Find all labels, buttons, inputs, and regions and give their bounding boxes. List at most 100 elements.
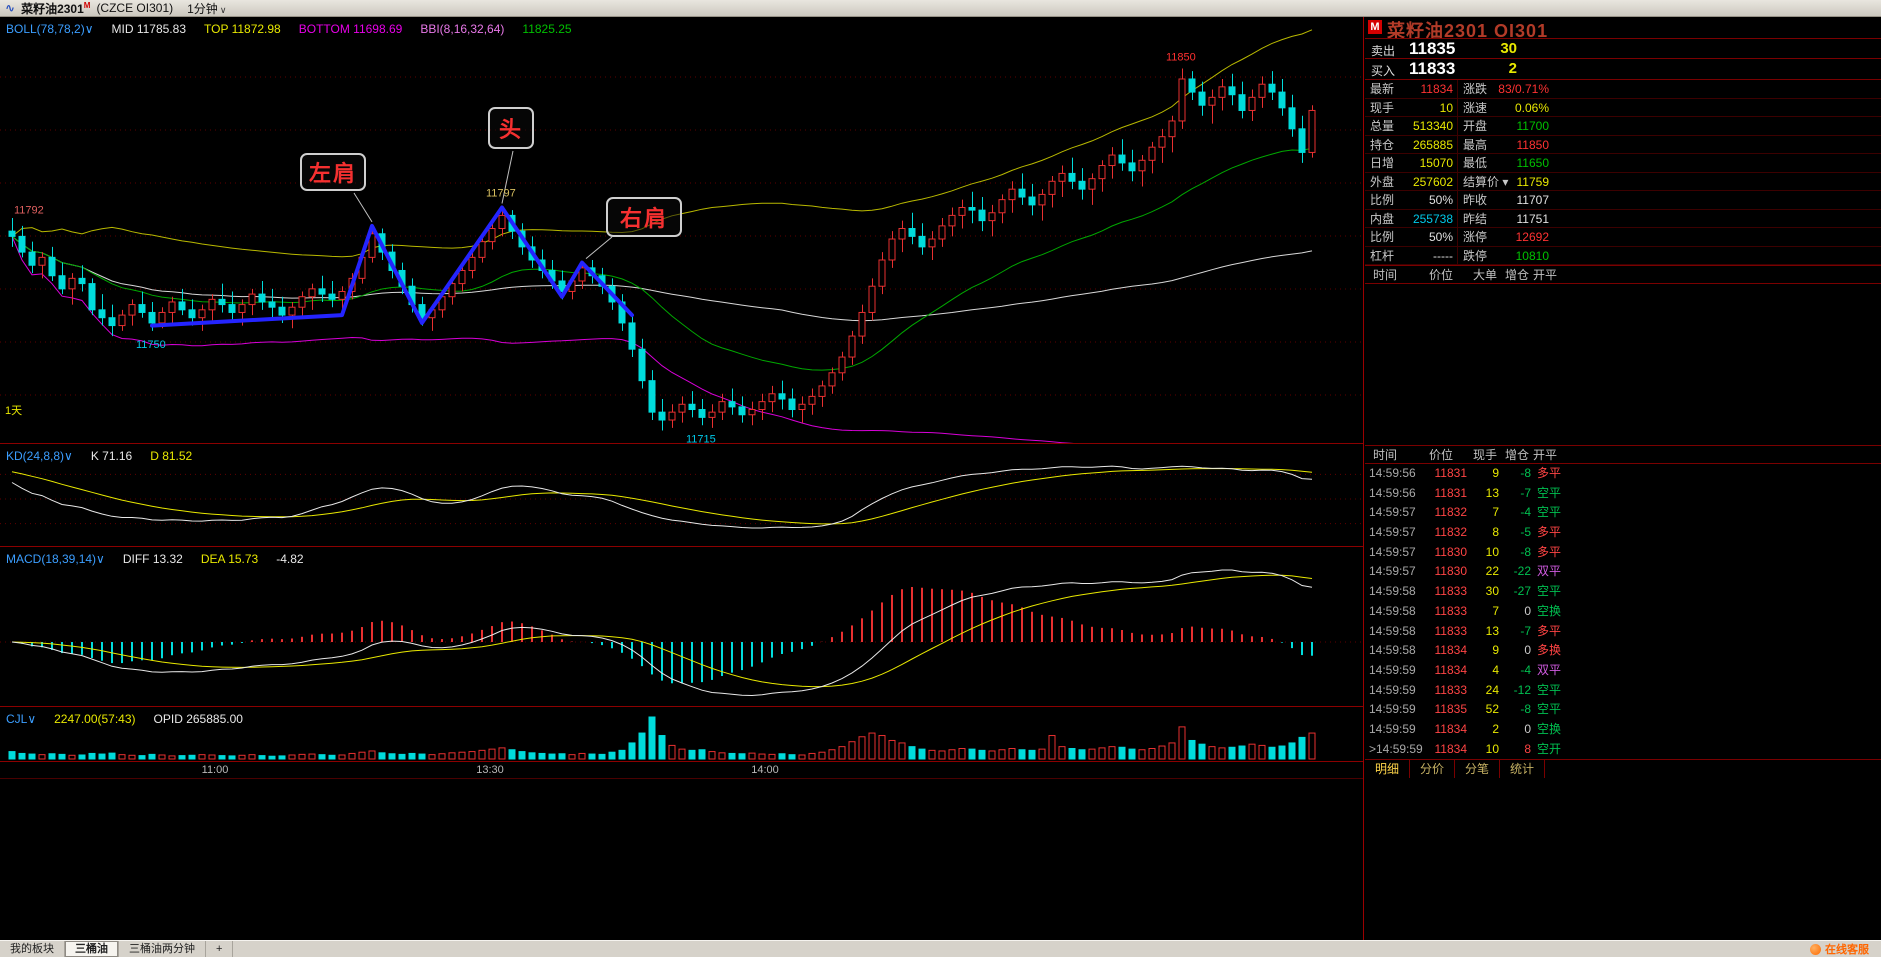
kd-panel[interactable]: KD(24,8,8)∨ K 71.16 D 81.52 [0, 444, 1363, 547]
sidebar-tab-明细[interactable]: 明细 [1365, 760, 1411, 778]
chart-type-icon: ∿ [5, 1, 16, 15]
main-indicator-4: BBI(8,16,32,64) [420, 22, 505, 36]
main-indicator-0[interactable]: BOLL(78,78,2)∨ [6, 22, 94, 36]
quote-stat-row: 比例 50% 昨收 11707 [1365, 191, 1881, 210]
svg-text:11850: 11850 [1166, 51, 1196, 63]
tick-col-4: 开平 [1533, 448, 1558, 462]
board-menu[interactable]: 我的板块 [0, 941, 65, 957]
stat-label: 总量 [1370, 119, 1395, 133]
main-contract-badge: M [1368, 20, 1382, 34]
kd-chart-canvas[interactable] [0, 444, 1362, 547]
tick-price: 11833 [1434, 623, 1467, 638]
tick-volume: 13 [1485, 485, 1499, 500]
macd-panel[interactable]: MACD(18,39,14)∨ DIFF 13.32 DEA 15.73 -4.… [0, 547, 1363, 707]
bid-row[interactable]: 买入 11833 2 [1365, 59, 1881, 80]
tick-open-close-flag: 多平 [1537, 623, 1562, 638]
tick-row: 14:59:57 11832 8 -5 多平 [1365, 523, 1881, 543]
tick-open-close-flag: 空换 [1537, 603, 1562, 618]
annotation-head[interactable]: 头 [488, 107, 534, 149]
annotation-left-shoulder[interactable]: 左肩 [300, 153, 366, 191]
stat-value: 11650 [1516, 156, 1549, 170]
tick-oi-change: -4 [1520, 505, 1531, 520]
tick-row: 14:59:57 11830 22 -22 双平 [1365, 562, 1881, 582]
tick-price: 11832 [1434, 505, 1467, 520]
tick-volume: 10 [1485, 544, 1499, 559]
time-tick: 14:00 [751, 764, 779, 776]
tick-volume: 4 [1492, 662, 1499, 677]
macd-chart-canvas[interactable] [0, 547, 1362, 707]
bigorder-col-0: 时间 [1373, 268, 1398, 282]
tick-open-close-flag: 空平 [1537, 702, 1562, 717]
sidebar-tab-统计[interactable]: 统计 [1500, 760, 1546, 778]
kd-label[interactable]: KD(24,8,8)∨ [6, 449, 73, 463]
tick-oi-change: -8 [1520, 544, 1531, 559]
stat-label: 最高 [1463, 137, 1488, 152]
tick-price: 11835 [1434, 702, 1467, 717]
tick-oi-change: -8 [1520, 702, 1531, 717]
macd-diff-value: DIFF 13.32 [122, 552, 183, 566]
quote-stat-row: 最新 11834 涨跌 83/0.71% [1365, 80, 1881, 99]
sidebar-tab-分笔[interactable]: 分笔 [1455, 760, 1501, 778]
main-contract-flag: M [83, 0, 91, 10]
tick-volume: 52 [1485, 702, 1499, 717]
macd-label[interactable]: MACD(18,39,14)∨ [6, 552, 105, 566]
range-label: 1天 [5, 405, 23, 417]
tick-open-close-flag: 空平 [1537, 485, 1562, 500]
cjl-label[interactable]: CJL∨ [6, 712, 37, 726]
stat-label: 涨停 [1463, 230, 1488, 244]
bigorder-col-1: 价位 [1429, 268, 1454, 282]
volume-chart-canvas[interactable] [0, 707, 1362, 762]
tick-price: 11831 [1434, 466, 1467, 480]
settlement-dropdown[interactable]: 结算价 ▾ [1463, 174, 1509, 189]
period-selector[interactable]: 1分钟 ∨ [187, 1, 227, 16]
annotation-right-shoulder[interactable]: 右肩 [606, 197, 682, 237]
ask-price: 11835 [1409, 39, 1456, 58]
tick-oi-change: 0 [1524, 643, 1531, 658]
volume-panel[interactable]: CJL∨ 2247.00(57:43) OPID 265885.00 [0, 707, 1363, 762]
taskbar-tab[interactable]: 三桶油两分钟 [119, 941, 206, 957]
taskbar-tab[interactable]: 三桶油 [65, 941, 119, 957]
stat-label: 昨结 [1463, 211, 1488, 226]
cjl-opid-value: OPID 265885.00 [153, 712, 243, 726]
stat-value: 255738 [1412, 211, 1453, 226]
tick-oi-change: 0 [1524, 721, 1531, 736]
tick-time: 14:59:58 [1369, 643, 1416, 658]
tick-open-close-flag: 多平 [1537, 544, 1562, 559]
svg-text:11797: 11797 [486, 188, 516, 200]
tick-time: 14:59:59 [1369, 662, 1416, 677]
stat-value: 10810 [1515, 248, 1549, 263]
tick-header: 时间 价位 现手 增仓 开平 [1365, 445, 1881, 464]
tick-row: 14:59:58 11833 13 -7 多平 [1365, 622, 1881, 642]
taskbar-tab[interactable]: + [206, 941, 234, 957]
sidebar-tab-分价[interactable]: 分价 [1410, 760, 1456, 778]
stat-value: 11751 [1516, 211, 1549, 226]
stat-label: 外盘 [1370, 174, 1395, 189]
ask-row[interactable]: 卖出 11835 30 [1365, 38, 1881, 59]
tick-price: 11834 [1434, 643, 1467, 658]
stat-label: 最低 [1463, 156, 1488, 170]
macd-bar-value: -4.82 [276, 552, 304, 566]
tick-row: 14:59:59 11833 24 -12 空平 [1365, 681, 1881, 701]
tick-col-0: 时间 [1373, 448, 1398, 462]
bid-label: 买入 [1371, 64, 1396, 78]
tick-open-close-flag: 多平 [1537, 525, 1562, 540]
tick-row: 14:59:56 11831 9 -8 多平 [1365, 464, 1881, 484]
tick-volume: 10 [1485, 741, 1499, 756]
quote-stat-row: 持仓 265885 最高 11850 [1365, 135, 1881, 154]
tick-col-1: 价位 [1429, 448, 1454, 462]
quote-stat-row: 日增 15070 最低 11650 [1365, 154, 1881, 173]
tick-price: 11833 [1434, 682, 1467, 697]
stat-value: 15070 [1419, 156, 1453, 170]
time-tick: 11:00 [201, 764, 229, 776]
svg-text:11750: 11750 [136, 339, 166, 351]
tick-oi-change: 8 [1524, 741, 1531, 756]
customer-service-button[interactable]: 在线客服 [1810, 941, 1881, 957]
bigorder-col-2: 大单 [1473, 268, 1498, 282]
main-chart-panel[interactable]: 11792 11750 11797 11715 11850 BOLL(78,78,2)∨… [0, 17, 1363, 444]
tick-oi-change: -7 [1520, 485, 1531, 500]
bigorder-col-4: 开平 [1533, 268, 1558, 282]
quote-stat-row: 现手 10 涨速 0.06% [1365, 98, 1881, 117]
tick-oi-change: -22 [1513, 564, 1531, 579]
tick-oi-change: -4 [1520, 662, 1531, 677]
